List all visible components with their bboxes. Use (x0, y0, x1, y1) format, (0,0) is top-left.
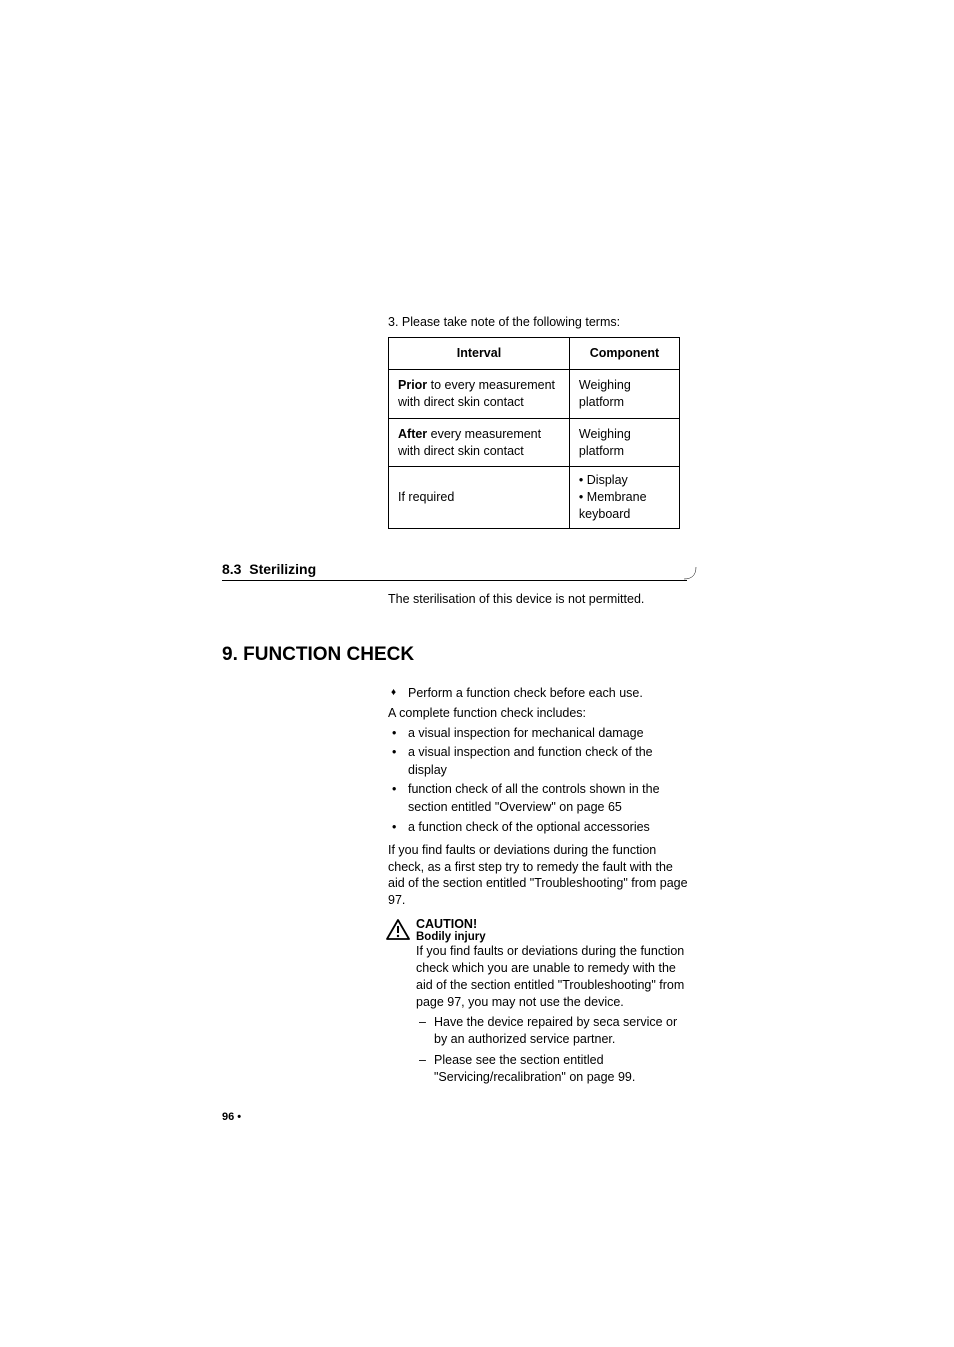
page-container: 3. Please take note of the following ter… (0, 0, 954, 1087)
function-check-intro: A complete function check includes: (388, 705, 691, 722)
warning-triangle-icon (386, 919, 410, 941)
bullet-item: a visual inspection and function check o… (388, 743, 691, 779)
cell-component: Weighing platform (569, 418, 679, 467)
cell-component: • Display• Membrane keyboard (569, 467, 679, 529)
table-header-row: Interval Component (389, 338, 680, 370)
caution-text: If you find faults or deviations during … (416, 943, 691, 1011)
section-heading-sterilizing: 8.3 Sterilizing (222, 561, 687, 581)
cell-interval: Prior to every measurement with direct s… (389, 369, 570, 418)
caution-title: CAUTION! (416, 917, 691, 931)
page-number: 96 • (222, 1111, 241, 1123)
caution-actions: Have the device repaired by seca service… (416, 1014, 691, 1087)
caution-subtitle: Bodily injury (416, 931, 691, 943)
cell-interval: If required (389, 467, 570, 529)
cell-component: Weighing platform (569, 369, 679, 418)
section-number: 8.3 (222, 561, 241, 577)
table-row: Prior to every measurement with direct s… (389, 369, 680, 418)
bullet-item: a function check of the optional accesso… (388, 818, 691, 836)
dash-item: Have the device repaired by seca service… (416, 1014, 691, 1049)
header-interval: Interval (389, 338, 570, 370)
bullet-item: function check of all the controls shown… (388, 780, 691, 816)
table-row: If required • Display• Membrane keyboard (389, 467, 680, 529)
terms-intro: 3. Please take note of the following ter… (388, 315, 701, 329)
component-item: Membrane keyboard (579, 490, 647, 521)
interval-bold: Prior (398, 378, 427, 392)
section-title: Sterilizing (249, 561, 316, 577)
dash-item: Please see the section entitled "Servici… (416, 1052, 691, 1087)
terms-table: Interval Component Prior to every measur… (388, 337, 680, 529)
faults-paragraph: If you find faults or deviations during … (388, 842, 691, 910)
header-component: Component (569, 338, 679, 370)
cell-interval: After every measurement with direct skin… (389, 418, 570, 467)
table-row: After every measurement with direct skin… (389, 418, 680, 467)
bullet-item: a visual inspection for mechanical damag… (388, 724, 691, 742)
diamond-instruction: Perform a function check before each use… (388, 684, 691, 702)
chapter-heading-function-check: 9. FUNCTION CHECK (222, 644, 701, 666)
crop-mark-icon (684, 567, 704, 587)
component-item: Display (587, 473, 628, 487)
caution-block: CAUTION! Bodily injury If you find fault… (388, 917, 691, 1087)
function-check-bullets: a visual inspection for mechanical damag… (388, 724, 691, 836)
interval-bold: After (398, 427, 427, 441)
sterilizing-body: The sterilisation of this device is not … (388, 591, 691, 608)
